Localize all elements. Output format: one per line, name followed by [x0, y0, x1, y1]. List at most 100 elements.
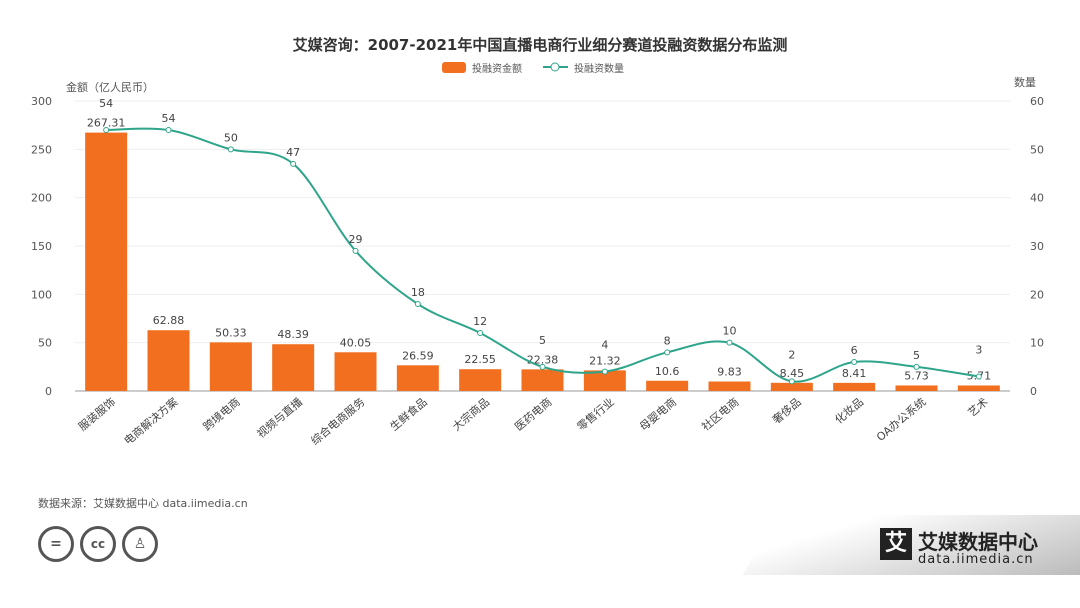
line-value-label: 10: [723, 325, 737, 338]
y-axis-label: 金额（亿人民币）: [66, 80, 154, 94]
count-line: [106, 127, 979, 383]
bar: [895, 385, 938, 391]
bar-value-label: 8.41: [842, 367, 867, 380]
legend-bar-label: 投融资金额: [472, 62, 522, 75]
line-value-label: 29: [349, 233, 363, 246]
line-value-label: 12: [473, 315, 487, 328]
bar-value-label: 50.33: [215, 326, 247, 339]
line-point: [788, 378, 795, 385]
chart-title: 艾媒咨询：2007-2021年中国直播电商行业细分赛道投融资数据分布监测: [292, 36, 788, 54]
line-value-label: 8: [664, 334, 671, 347]
x-tick-label: OA办公系统: [874, 395, 928, 444]
logo-url: data.iimedia.cn: [918, 552, 1034, 567]
cc-icon: cc: [80, 526, 116, 562]
bar: [770, 382, 813, 391]
line-point: [726, 339, 733, 346]
bar: [272, 344, 315, 391]
line-value-label: 54: [162, 112, 176, 125]
legend-line-label: 投融资数量: [574, 62, 624, 75]
line-point: [664, 349, 671, 356]
bar-value-label: 267.31: [87, 117, 126, 130]
bar: [396, 365, 439, 391]
bar: [708, 381, 751, 391]
x-tick-label: 艺术: [966, 395, 991, 419]
x-tick-label: 综合电商服务: [308, 395, 368, 448]
line-point: [975, 373, 982, 380]
y2-tick-label: 40: [1030, 192, 1044, 205]
line-point: [601, 368, 608, 375]
y-tick-label: 200: [31, 192, 52, 205]
x-tick-label: 生鲜食品: [387, 395, 430, 434]
x-tick-label: 化妆品: [832, 395, 866, 427]
bar-value-label: 8.45: [780, 367, 805, 380]
bar: [147, 330, 190, 391]
y2-tick-label: 50: [1030, 143, 1044, 156]
bar: [521, 369, 564, 391]
bar: [85, 132, 128, 391]
y-tick-label: 100: [31, 288, 52, 301]
line-point: [290, 160, 297, 167]
line-point: [913, 363, 920, 370]
y2-tick-label: 20: [1030, 288, 1044, 301]
line-value-label: 54: [99, 97, 113, 110]
y-tick-label: 150: [31, 240, 52, 253]
legend-bar-swatch: [442, 62, 466, 73]
line-value-label: 2: [788, 348, 795, 361]
y2-tick-label: 10: [1030, 337, 1044, 350]
equals-icon: =: [38, 526, 74, 562]
bar-value-label: 10.6: [655, 365, 680, 378]
bar: [459, 369, 502, 391]
bar-value-label: 62.88: [153, 314, 185, 327]
x-tick-label: 大宗商品: [449, 395, 492, 434]
x-tick-label: 奢侈品: [769, 395, 803, 427]
chart: 0501001502002503000102030405060金额（亿人民币）数…: [31, 62, 1044, 448]
line-point: [352, 247, 359, 254]
line-value-label: 5: [539, 334, 546, 347]
y-tick-label: 0: [45, 385, 52, 398]
bar: [334, 352, 377, 391]
line-value-label: 18: [411, 286, 425, 299]
logo-name: 艾媒数据中心: [918, 530, 1038, 554]
line-point: [851, 359, 858, 365]
line-point: [165, 127, 172, 133]
logo-mark: 艾: [880, 528, 912, 560]
line-value-label: 50: [224, 131, 238, 144]
line-point: [477, 330, 484, 336]
x-tick-label: 医药电商: [512, 395, 555, 434]
bar-value-label: 22.55: [464, 353, 496, 366]
y-tick-label: 50: [38, 337, 52, 350]
bar-value-label: 21.32: [589, 354, 621, 367]
y-tick-label: 300: [31, 95, 52, 108]
line-value-label: 4: [601, 339, 608, 352]
x-tick-label: 服装服饰: [75, 395, 118, 434]
bar: [833, 382, 876, 391]
line-point: [539, 363, 546, 370]
y-tick-label: 250: [31, 143, 52, 156]
bar-value-label: 26.59: [402, 349, 434, 362]
x-tick-label: 社区电商: [699, 395, 742, 434]
x-tick-label: 母婴电商: [636, 395, 679, 434]
bar-value-label: 9.83: [717, 365, 742, 378]
line-value-label: 47: [286, 146, 300, 159]
line-point: [103, 127, 110, 133]
line-value-label: 3: [975, 344, 982, 357]
line-point: [227, 146, 234, 153]
x-tick-label: 零售行业: [574, 395, 617, 434]
line-point: [414, 301, 421, 307]
bar-value-label: 40.05: [340, 336, 372, 349]
bar-value-label: 48.39: [277, 328, 309, 341]
bar: [646, 380, 689, 391]
y2-tick-label: 0: [1030, 385, 1037, 398]
y2-tick-label: 60: [1030, 95, 1044, 108]
line-value-label: 5: [913, 349, 920, 362]
x-tick-label: 电商解决方案: [121, 395, 181, 448]
bar: [209, 342, 252, 391]
y2-axis-label: 数量: [1014, 76, 1036, 89]
legend-line-marker: [550, 62, 560, 72]
data-source: 数据来源：艾媒数据中心 data.iimedia.cn: [38, 497, 248, 510]
x-tick-label: 跨境电商: [200, 395, 243, 434]
bar: [583, 370, 626, 391]
y2-tick-label: 30: [1030, 240, 1044, 253]
bar-value-label: 5.73: [904, 369, 929, 382]
x-tick-label: 视频与直播: [254, 395, 305, 441]
